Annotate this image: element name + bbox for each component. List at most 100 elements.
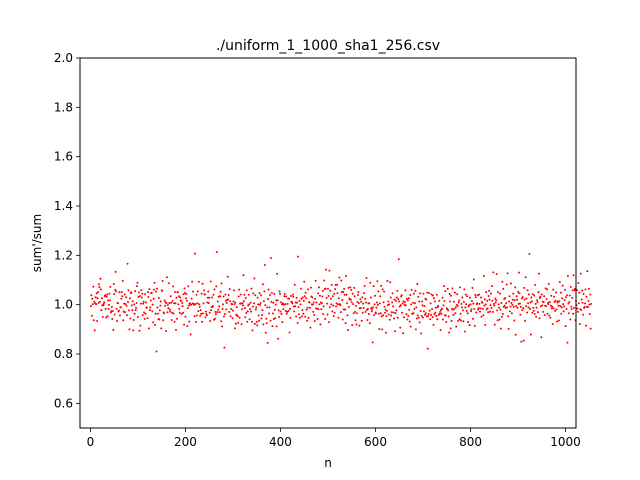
data-point	[313, 314, 316, 317]
data-point	[197, 310, 200, 313]
data-point	[355, 304, 358, 307]
data-point	[446, 287, 449, 290]
data-point	[320, 308, 323, 311]
data-point	[305, 308, 308, 311]
data-point	[214, 310, 217, 313]
data-point	[233, 327, 236, 330]
data-point	[152, 321, 155, 324]
data-point	[327, 321, 330, 324]
data-point	[573, 306, 576, 309]
data-point	[417, 295, 420, 298]
data-point	[511, 303, 514, 306]
data-point	[497, 291, 500, 294]
data-point	[479, 310, 482, 313]
data-point	[404, 304, 407, 307]
data-point	[550, 294, 553, 297]
x-axis-label: n	[324, 456, 332, 470]
data-point	[549, 304, 552, 307]
data-point	[176, 291, 179, 294]
x-tick-label: 1000	[550, 435, 581, 449]
data-point	[505, 283, 508, 286]
data-point	[361, 311, 364, 314]
data-point	[371, 308, 374, 311]
data-point	[465, 303, 468, 306]
data-point	[524, 319, 527, 322]
data-point	[318, 303, 321, 306]
data-point	[537, 272, 540, 275]
data-point	[369, 281, 372, 284]
data-point	[318, 294, 321, 297]
data-point	[501, 280, 504, 283]
data-point	[180, 299, 183, 302]
data-point	[357, 302, 360, 305]
data-point	[516, 306, 519, 309]
data-point	[194, 320, 197, 323]
data-point	[260, 317, 263, 320]
data-point	[325, 268, 328, 271]
data-point	[418, 321, 421, 324]
data-point	[126, 314, 129, 317]
data-point	[266, 306, 269, 309]
data-point	[335, 302, 338, 305]
data-point	[303, 280, 306, 283]
data-point	[156, 312, 159, 315]
data-point	[313, 319, 316, 322]
data-point	[124, 303, 127, 306]
data-point	[254, 308, 257, 311]
data-point	[571, 289, 574, 292]
data-point	[420, 332, 423, 335]
data-point	[412, 292, 415, 295]
data-point	[390, 314, 393, 317]
data-point	[346, 314, 349, 317]
data-point	[423, 313, 426, 316]
data-point	[489, 292, 492, 295]
data-point	[557, 304, 560, 307]
data-point	[390, 311, 393, 314]
data-point	[509, 282, 512, 285]
data-point	[241, 302, 244, 305]
data-point	[365, 301, 368, 304]
data-point	[177, 303, 180, 306]
data-point	[186, 307, 189, 310]
data-point	[404, 289, 407, 292]
data-point	[220, 320, 223, 323]
data-point	[554, 309, 557, 312]
data-point	[178, 311, 181, 314]
data-point	[555, 291, 558, 294]
data-point	[533, 294, 536, 297]
data-point	[330, 283, 333, 286]
data-point	[491, 299, 494, 302]
data-point	[114, 270, 117, 273]
data-point	[145, 306, 148, 309]
data-point	[128, 328, 131, 331]
data-point	[527, 293, 530, 296]
data-point	[127, 289, 130, 292]
data-point	[107, 303, 110, 306]
data-point	[551, 305, 554, 308]
chart-title: ./uniform_1_1000_sha1_256.csv	[216, 38, 440, 54]
data-point	[471, 286, 474, 289]
data-point	[499, 327, 502, 330]
x-axis: 0 200 400 600 800 1000	[87, 428, 581, 449]
data-point	[125, 304, 128, 307]
data-point	[425, 298, 428, 301]
data-point	[544, 287, 547, 290]
data-point	[519, 313, 522, 316]
y-tick-label: 0.8	[54, 347, 73, 361]
data-point	[225, 308, 228, 311]
data-point	[385, 315, 388, 318]
data-point	[311, 296, 314, 299]
data-point	[325, 297, 328, 300]
data-point	[204, 310, 207, 313]
data-point	[227, 298, 230, 301]
data-point	[375, 306, 378, 309]
data-point	[510, 312, 513, 315]
data-point	[462, 300, 465, 303]
data-point	[199, 309, 202, 312]
data-point	[151, 310, 154, 313]
data-point	[501, 313, 504, 316]
data-point	[333, 292, 336, 295]
data-point	[268, 312, 271, 315]
data-point	[496, 309, 499, 312]
